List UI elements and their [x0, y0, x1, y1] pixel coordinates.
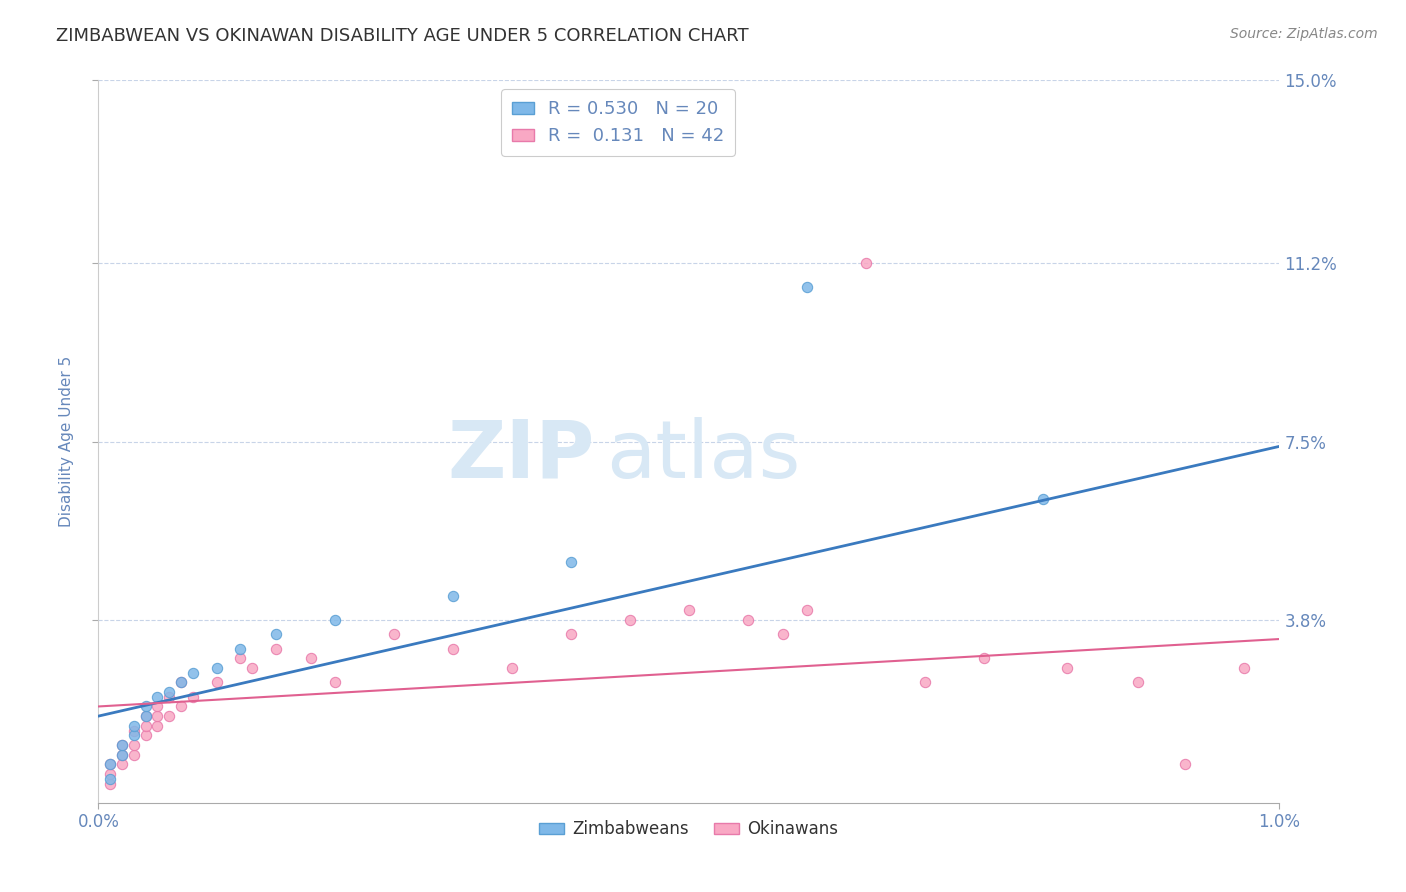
Point [135, 728, 157, 742]
Point [135, 709, 157, 723]
Point [122, 719, 145, 733]
Point [1126, 675, 1149, 690]
Point [122, 723, 145, 738]
Point [1032, 492, 1054, 507]
Point [111, 738, 134, 752]
Point [170, 675, 193, 690]
Point [157, 709, 180, 723]
Point [678, 603, 700, 617]
Point [170, 699, 193, 714]
Point [111, 747, 134, 762]
Point [299, 651, 322, 665]
Point [146, 690, 169, 704]
Point [914, 675, 936, 690]
Point [264, 627, 287, 641]
Point [157, 685, 180, 699]
Point [135, 699, 157, 714]
Point [441, 589, 464, 603]
Point [796, 280, 818, 294]
Point [146, 699, 169, 714]
Point [122, 738, 145, 752]
Point [98, 757, 121, 772]
Point [560, 555, 582, 569]
Point [619, 613, 641, 627]
Point [98, 776, 121, 790]
Point [205, 661, 228, 675]
Point [135, 709, 157, 723]
Point [796, 603, 818, 617]
Point [560, 627, 582, 641]
Point [111, 757, 134, 772]
Point [382, 627, 405, 641]
Point [181, 665, 204, 680]
Point [772, 627, 794, 641]
Point [323, 675, 346, 690]
Point [323, 613, 346, 627]
Text: ZIP: ZIP [447, 417, 595, 495]
Point [973, 651, 995, 665]
Point [157, 690, 180, 704]
Point [98, 767, 121, 781]
Point [1056, 661, 1078, 675]
Point [98, 772, 121, 786]
Text: Source: ZipAtlas.com: Source: ZipAtlas.com [1230, 27, 1378, 41]
Point [205, 675, 228, 690]
Point [855, 256, 877, 270]
Point [170, 675, 193, 690]
Point [111, 738, 134, 752]
Point [737, 613, 759, 627]
Point [122, 747, 145, 762]
Point [135, 719, 157, 733]
Point [264, 641, 287, 656]
Text: ZIMBABWEAN VS OKINAWAN DISABILITY AGE UNDER 5 CORRELATION CHART: ZIMBABWEAN VS OKINAWAN DISABILITY AGE UN… [56, 27, 749, 45]
Point [1174, 757, 1197, 772]
Point [181, 690, 204, 704]
Point [146, 719, 169, 733]
Point [441, 641, 464, 656]
Point [122, 728, 145, 742]
Point [240, 661, 263, 675]
Point [111, 747, 134, 762]
Point [146, 709, 169, 723]
Point [1233, 661, 1256, 675]
Point [98, 757, 121, 772]
Point [229, 651, 252, 665]
Legend: Zimbabweans, Okinawans: Zimbabweans, Okinawans [533, 814, 845, 845]
Point [229, 641, 252, 656]
Y-axis label: Disability Age Under 5: Disability Age Under 5 [59, 356, 75, 527]
Point [501, 661, 523, 675]
Text: atlas: atlas [606, 417, 800, 495]
